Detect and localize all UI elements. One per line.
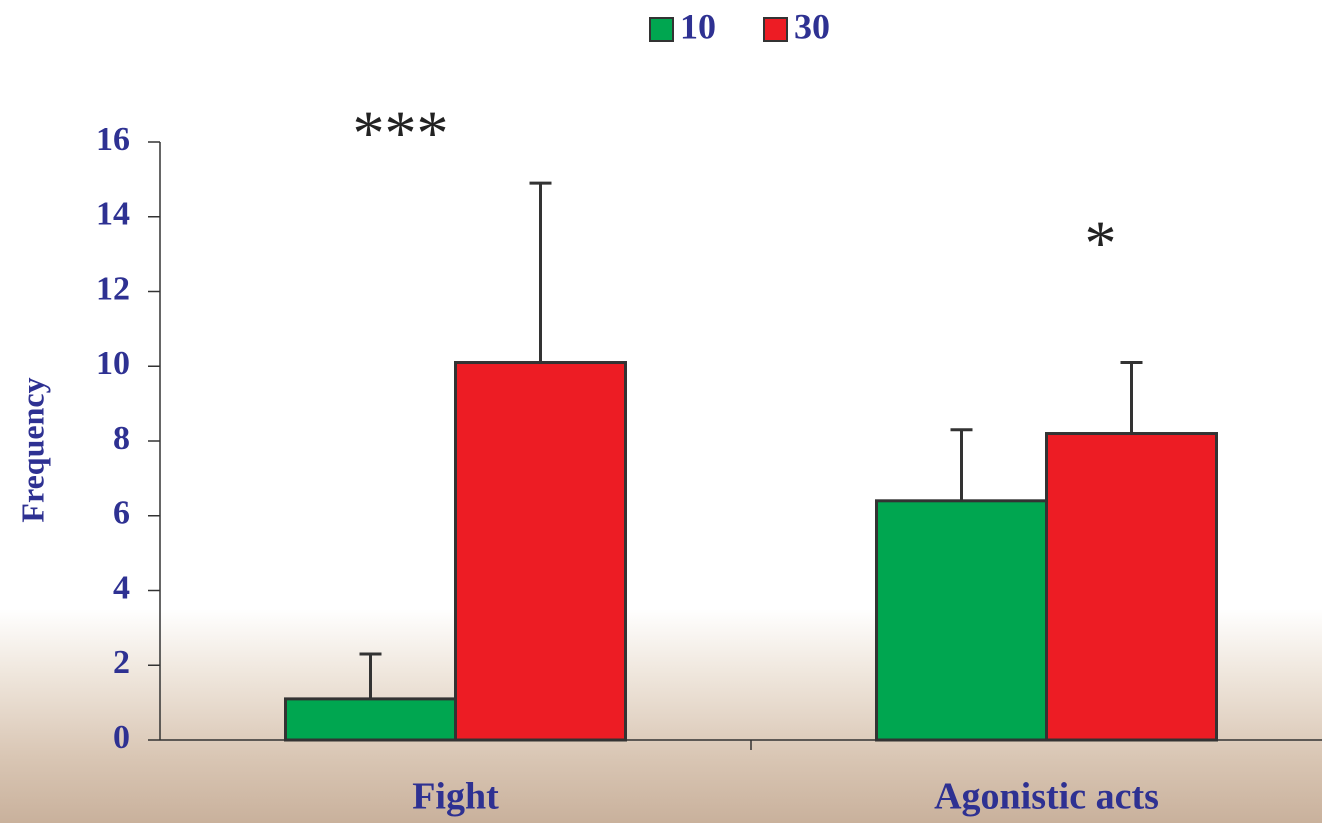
significance-mark: *** xyxy=(353,98,449,169)
x-tick-label: Agonistic acts xyxy=(934,776,1159,818)
bar xyxy=(875,499,1048,742)
legend-swatch xyxy=(649,17,674,42)
legend-label: 10 xyxy=(680,6,716,46)
legend-swatch xyxy=(763,17,788,42)
y-tick-label: 4 xyxy=(113,569,130,606)
y-tick-label: 16 xyxy=(96,121,130,158)
bar xyxy=(284,697,457,742)
bar xyxy=(1045,432,1218,742)
y-axis-label: Frequency xyxy=(14,377,50,522)
x-tick-label: Fight xyxy=(412,776,499,818)
legend-label: 30 xyxy=(794,6,830,46)
y-tick-label: 8 xyxy=(113,420,130,457)
significance-mark: * xyxy=(1085,208,1117,279)
y-tick-label: 2 xyxy=(113,644,130,681)
y-tick-label: 12 xyxy=(96,270,130,307)
y-tick-label: 14 xyxy=(96,196,130,233)
y-tick-label: 10 xyxy=(96,345,130,382)
y-tick-label: 6 xyxy=(113,495,130,532)
y-tick-label: 0 xyxy=(113,719,130,756)
bar xyxy=(454,361,627,742)
